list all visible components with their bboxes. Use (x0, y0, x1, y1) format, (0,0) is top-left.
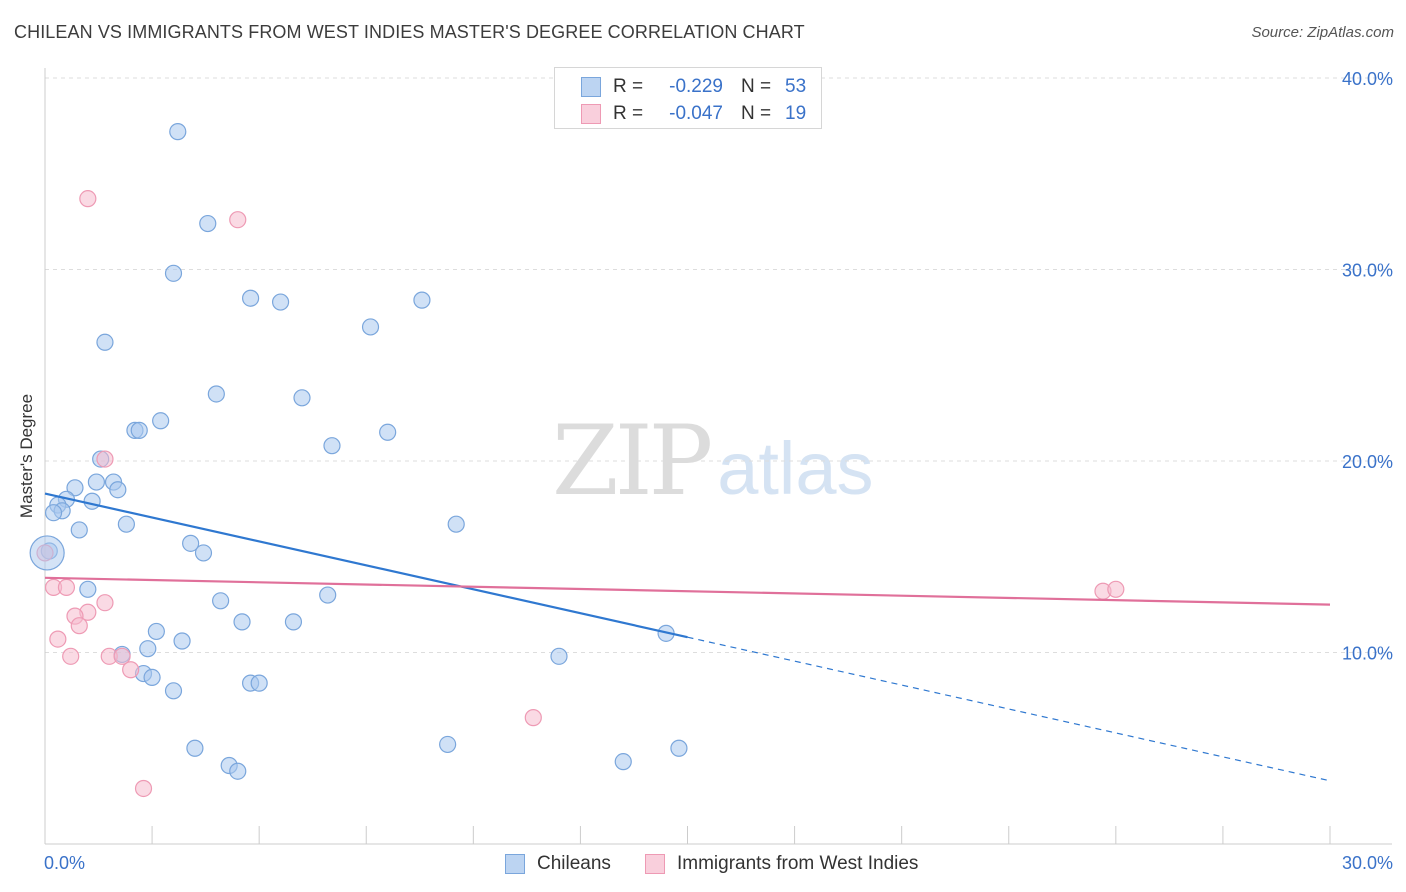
point-chileans (164, 682, 183, 700)
point-west-indies (49, 630, 67, 648)
point-chileans (182, 534, 200, 552)
legend-r-label: R = (613, 103, 644, 124)
y-axis-label: Master's Degree (17, 393, 36, 519)
point-west-indies (229, 211, 247, 229)
point-chileans (87, 473, 106, 491)
point-chileans (70, 521, 88, 539)
legend-r-value: -0.229 (669, 76, 723, 97)
point-west-indies (79, 190, 97, 208)
bottom-legend-west-indies: Immigrants from West Indies (645, 852, 918, 876)
point-west-indies (1107, 580, 1125, 598)
point-chileans (147, 622, 165, 641)
legend-r-label: R = (613, 76, 644, 97)
point-chileans (319, 586, 337, 604)
point-chileans (83, 492, 101, 510)
y-tick-label: 20.0% (1342, 452, 1393, 472)
legend-row-west-indies: R = -0.047 N = 19 (581, 102, 806, 126)
point-west-indies (62, 647, 80, 665)
bottom-legend-label-chileans: Chileans (537, 853, 611, 874)
point-chileans (271, 293, 290, 311)
point-chileans (379, 423, 397, 441)
legend-swatch-pink (581, 104, 601, 124)
legend-n-label: N = (741, 103, 772, 124)
point-chileans (199, 214, 217, 233)
point-chileans (293, 389, 311, 407)
legend-row-chileans: R = -0.229 N = 53 (581, 75, 806, 99)
point-chileans (323, 437, 341, 455)
point-chileans (550, 647, 568, 665)
y-tick-label: 40.0% (1342, 69, 1393, 89)
point-chileans (130, 421, 148, 439)
point-chileans (439, 735, 457, 754)
y-tick-label: 10.0% (1342, 644, 1393, 664)
source-label: Source: ZipAtlas.com (1251, 24, 1394, 41)
x-tick-label-max: 30.0% (1342, 853, 1393, 873)
bottom-legend-label-west-indies: Immigrants from West Indies (677, 853, 919, 874)
trendline-west-indies (44, 576, 1331, 606)
point-west-indies (70, 617, 88, 635)
point-chileans (284, 613, 303, 631)
point-chileans (117, 515, 135, 533)
point-chileans (447, 515, 465, 533)
point-west-indies (524, 709, 542, 727)
point-chileans (361, 318, 380, 336)
point-chileans (186, 739, 204, 757)
point-chileans (194, 544, 213, 562)
point-chileans (143, 668, 161, 686)
point-chileans (614, 753, 632, 771)
y-tick-label: 30.0% (1342, 261, 1393, 281)
point-chileans (139, 640, 157, 658)
trendline-chileans-dashed (687, 636, 1331, 782)
point-west-indies (96, 594, 114, 612)
point-chileans (229, 762, 247, 780)
point-chileans (66, 479, 84, 497)
point-chileans (207, 385, 225, 403)
point-chileans (152, 412, 170, 430)
point-west-indies (96, 450, 114, 468)
legend-n-value: 19 (785, 103, 807, 124)
legend-n-label: N = (741, 76, 772, 97)
point-west-indies (134, 779, 153, 798)
point-chileans (173, 632, 191, 650)
point-chileans (96, 333, 114, 351)
legend-r-value: -0.047 (669, 103, 723, 124)
legend-swatch-blue (581, 77, 601, 97)
point-chileans (212, 592, 230, 610)
point-chileans (242, 289, 260, 307)
legend-n-value: 53 (785, 76, 807, 97)
point-chileans (233, 613, 251, 631)
point-west-indies (122, 661, 140, 679)
bottom-legend-chileans: Chileans (505, 852, 611, 876)
bottom-legend-swatch-pink (645, 854, 665, 874)
point-chileans (79, 580, 97, 598)
chart-title: CHILEAN VS IMMIGRANTS FROM WEST INDIES M… (14, 22, 805, 42)
point-chileans (670, 739, 688, 757)
point-chileans (250, 674, 268, 692)
point-chileans (169, 123, 187, 141)
bottom-legend-swatch-blue (505, 854, 525, 874)
point-chileans (413, 291, 431, 309)
point-chileans (109, 481, 127, 499)
point-chileans-large (29, 535, 65, 571)
point-west-indies (57, 578, 76, 596)
point-west-indies (113, 647, 131, 665)
point-chileans (44, 504, 63, 522)
correlation-legend: R = -0.229 N = 53 R = -0.047 N = 19 (554, 67, 822, 129)
x-tick-label-min: 0.0% (44, 853, 85, 873)
point-chileans (164, 264, 183, 282)
trendline-chileans-solid (44, 492, 688, 639)
